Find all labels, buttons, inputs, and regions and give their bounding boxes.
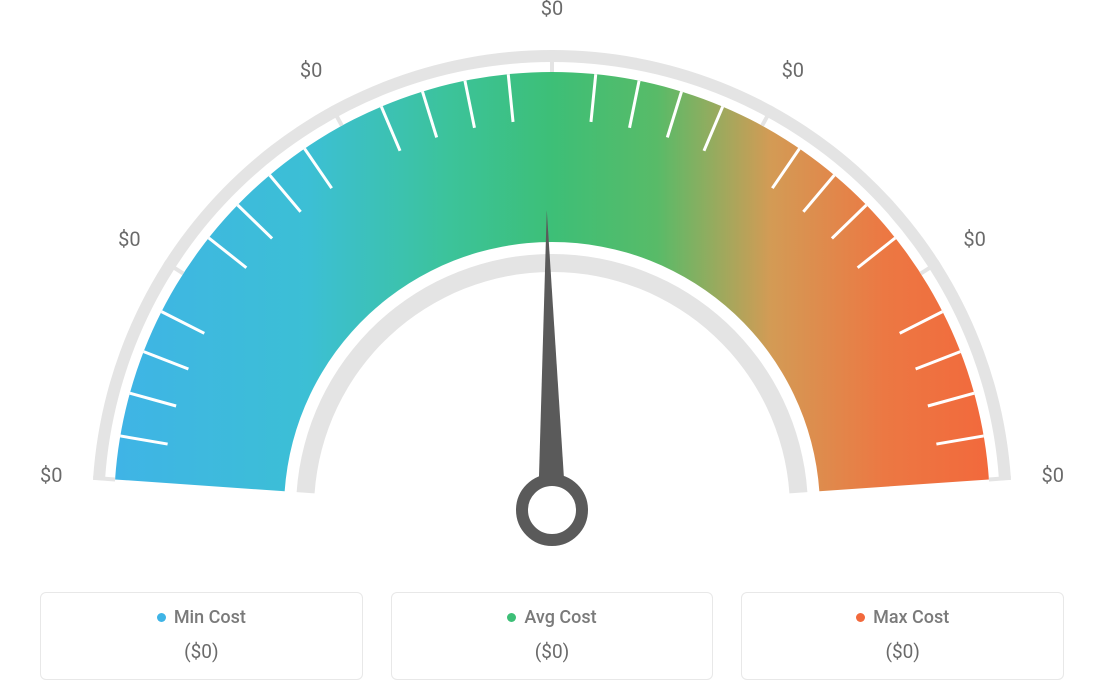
dot-icon — [856, 613, 865, 622]
gauge-tick-label: $0 — [782, 58, 804, 82]
dot-icon — [507, 613, 516, 622]
legend-title-max: Max Cost — [760, 607, 1045, 628]
gauge-tick-label: $0 — [963, 227, 985, 251]
gauge-tick-label: $0 — [118, 227, 140, 251]
gauge-chart: $0 $0 $0 $0 $0 $0 $0 — [0, 0, 1104, 560]
legend-title-min: Min Cost — [59, 607, 344, 628]
legend-card-max: Max Cost ($0) — [741, 592, 1064, 680]
legend-row: Min Cost ($0) Avg Cost ($0) Max Cost ($0… — [0, 592, 1104, 680]
legend-title-text: Max Cost — [873, 607, 949, 628]
legend-title-text: Avg Cost — [524, 607, 596, 628]
legend-card-min: Min Cost ($0) — [40, 592, 363, 680]
legend-card-avg: Avg Cost ($0) — [391, 592, 714, 680]
gauge-tick-label: $0 — [300, 58, 322, 82]
gauge-svg — [0, 0, 1104, 560]
legend-value-min: ($0) — [59, 640, 344, 663]
gauge-tick-label: $0 — [541, 0, 563, 20]
legend-title-text: Min Cost — [174, 607, 246, 628]
legend-value-avg: ($0) — [410, 640, 695, 663]
gauge-tick-label: $0 — [40, 463, 62, 487]
legend-title-avg: Avg Cost — [410, 607, 695, 628]
legend-value-max: ($0) — [760, 640, 1045, 663]
gauge-tick-label: $0 — [1042, 463, 1064, 487]
dot-icon — [157, 613, 166, 622]
